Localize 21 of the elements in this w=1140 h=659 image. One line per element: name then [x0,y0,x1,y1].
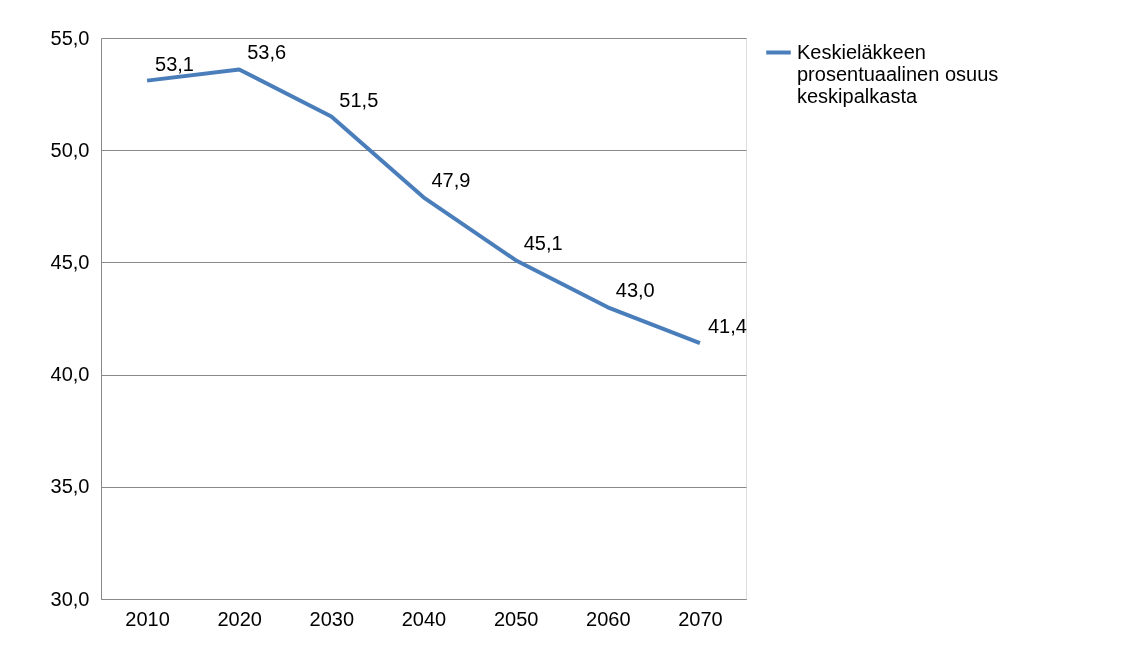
y-tick-label: 55,0 [50,26,90,49]
data-label: 53,6 [247,41,287,64]
x-tick-label: 2020 [217,607,262,630]
x-tick-label: 2010 [125,607,170,630]
x-tick-label: 2040 [401,607,447,630]
data-label: 47,9 [431,169,471,192]
y-tick-label: 30,0 [50,587,90,610]
data-label: 51,5 [339,88,379,111]
y-tick-label: 50,0 [50,138,90,161]
data-label: 41,4 [707,315,747,338]
legend-label: Keskieläkkeen prosentuaalinen osuus keskipalkasta [797,40,999,107]
data-label: 45,1 [523,232,563,255]
y-tick-label: 45,0 [50,250,90,273]
y-tick-label: 40,0 [50,363,90,386]
x-tick-label: 2070 [678,607,723,630]
x-tick-label: 2050 [493,607,539,630]
data-label: 53,1 [155,52,195,75]
x-tick-label: 2030 [309,607,355,630]
x-tick-label: 2060 [586,607,631,630]
y-tick-label: 35,0 [50,475,90,498]
data-label: 43,0 [615,279,655,302]
